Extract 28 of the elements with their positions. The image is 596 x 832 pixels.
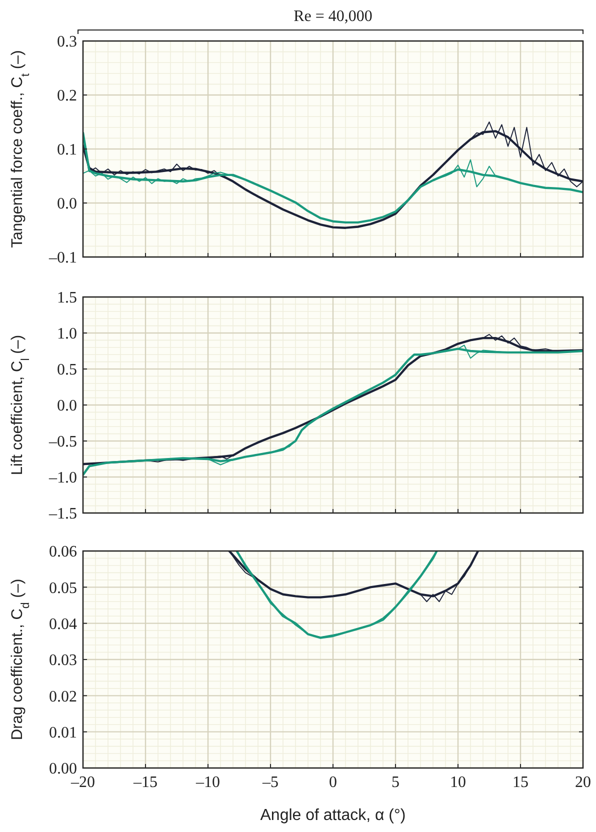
x-tick-label: –5 [262,774,278,791]
chart-title: Re = 40,000 [294,8,372,25]
x-axis-title: Angle of attack, α (°) [260,807,406,824]
y-tick-label: 0.01 [49,724,77,742]
y-tick-label: 0.0 [57,398,77,415]
x-tick-label: 10 [450,774,466,791]
y-tick-label: –1.0 [48,470,77,487]
x-tick-label: 5 [392,774,400,791]
y-tick-label: 0.02 [49,688,77,706]
y-tick-label: 0.2 [57,88,77,105]
x-tick-label: –15 [132,774,158,791]
y-tick-label: 0.04 [49,616,77,633]
y-tick-label: –1.5 [48,506,77,523]
x-tick-label: 15 [512,774,528,791]
y-tick-label: 1.5 [57,290,77,307]
y-tick-label: 0.06 [49,544,77,561]
y-tick-label: –0.1 [48,250,77,267]
y-tick-label: 1.0 [57,326,77,343]
y-tick-label: 0.03 [49,652,77,670]
y-tick-label: 0.05 [49,580,77,597]
y-tick-label: 0.3 [57,34,77,51]
y-tick-label: 0.1 [57,142,77,159]
x-tick-label: 20 [575,774,591,791]
y-tick-label: 0.5 [57,362,77,379]
y-tick-label: 0.0 [57,196,77,213]
y-tick-label: –0.5 [48,434,77,451]
x-tick-label: 0 [329,774,337,791]
x-tick-label: –10 [195,774,220,791]
